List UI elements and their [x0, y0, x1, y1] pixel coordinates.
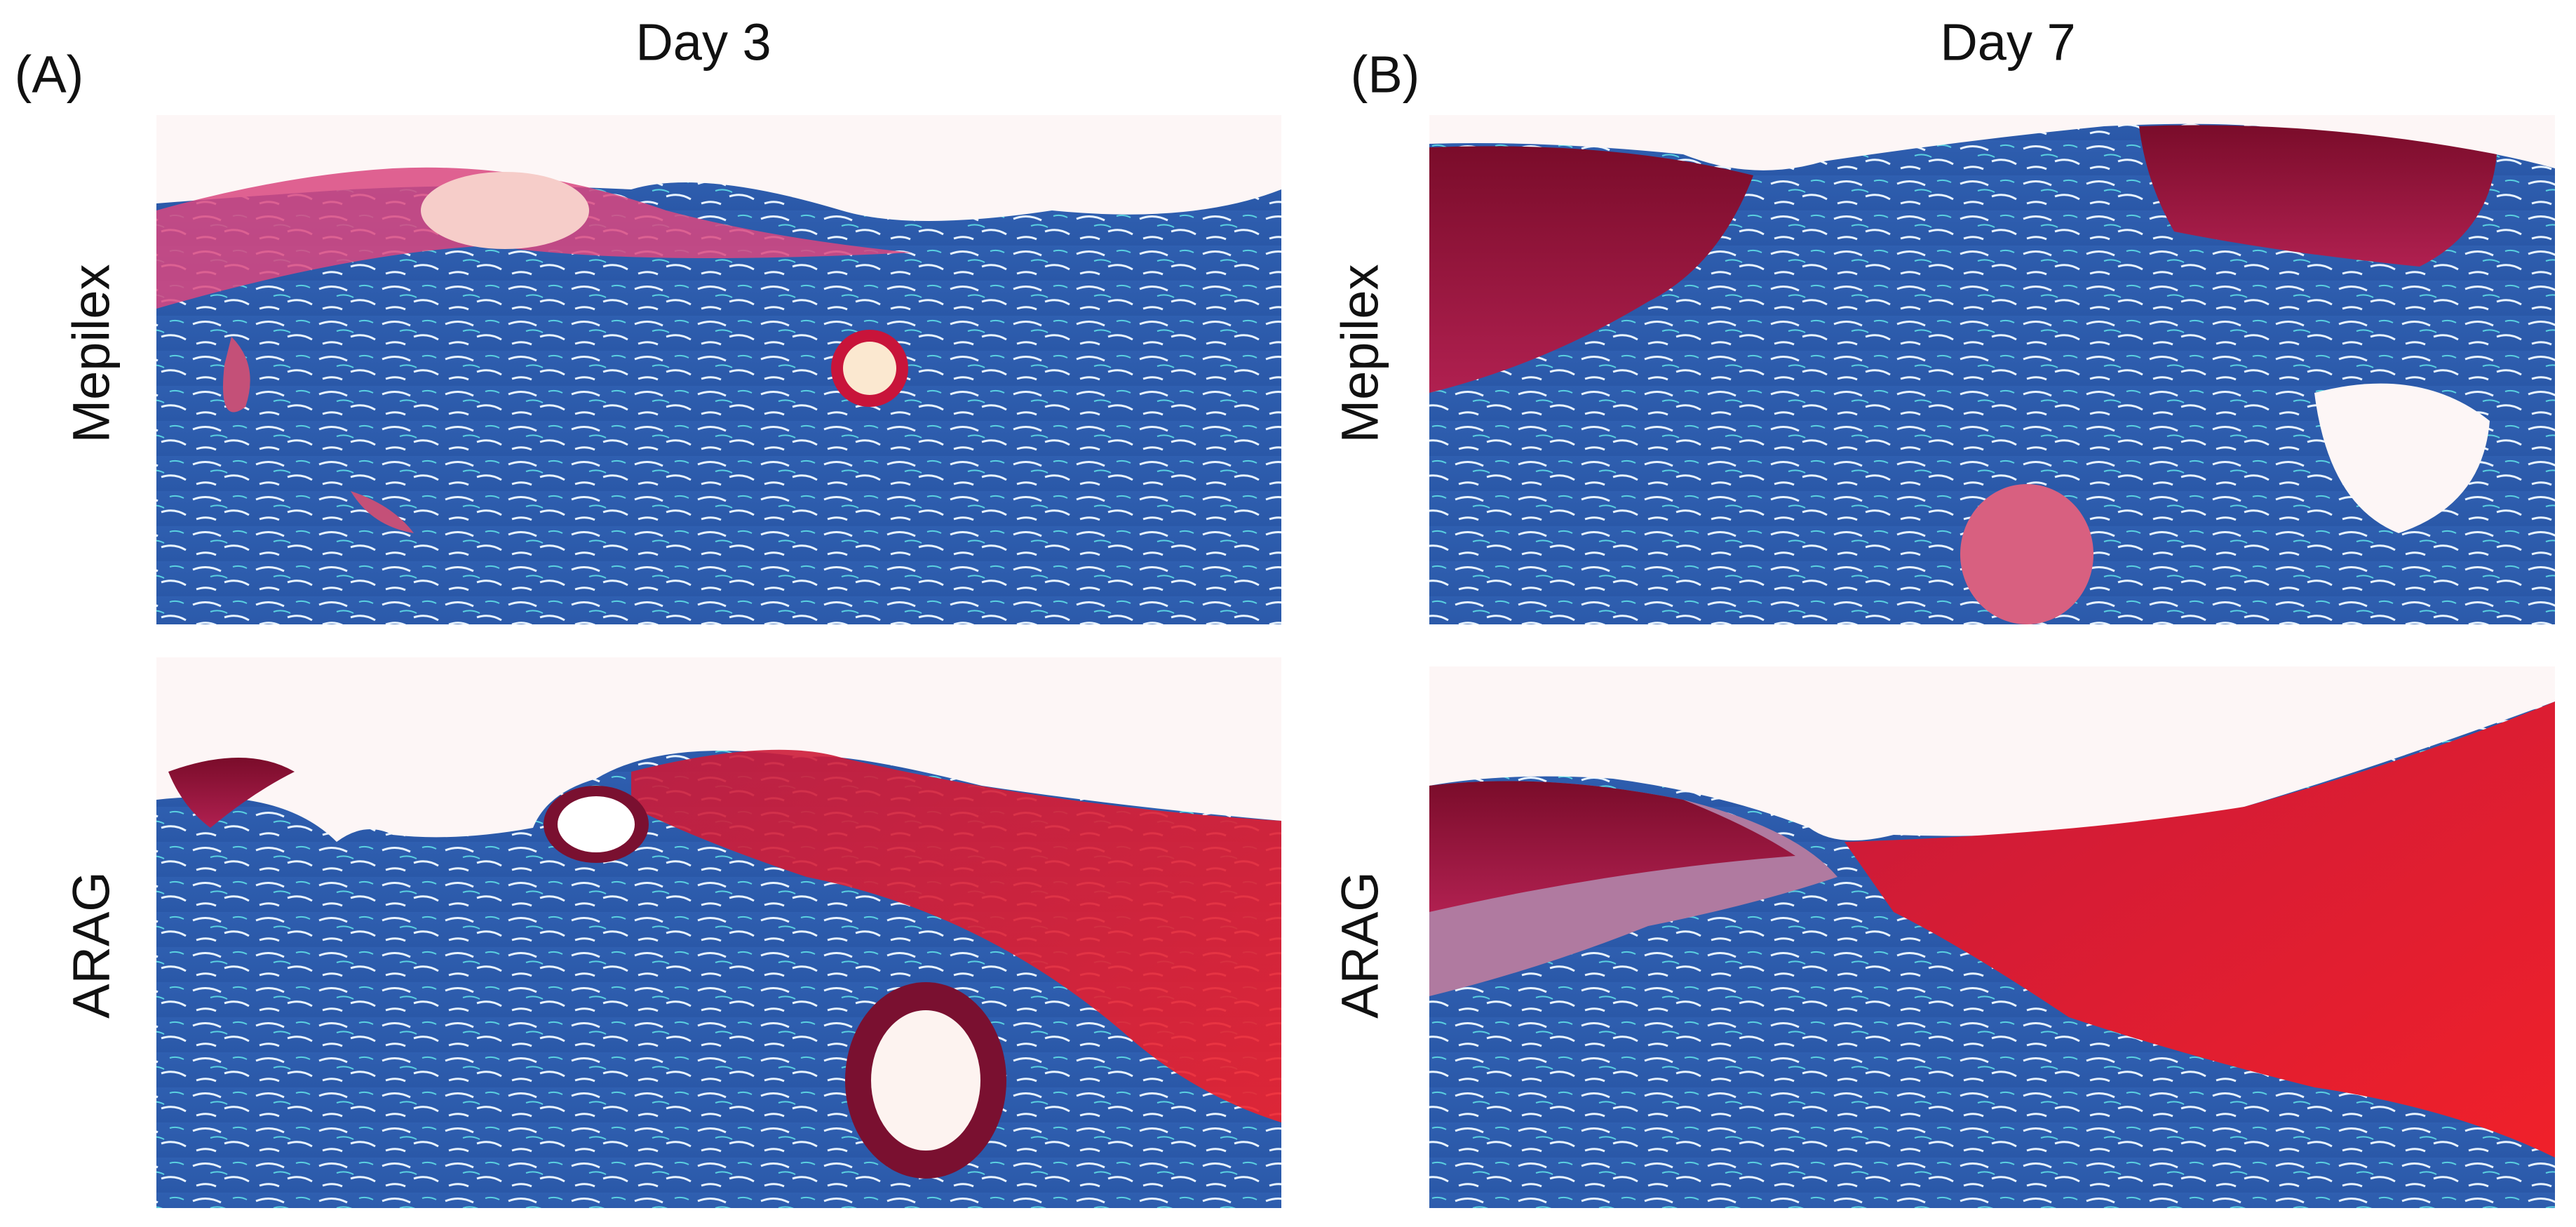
column-title: Day 7: [1940, 13, 2075, 72]
histology-image: [156, 115, 1281, 624]
histology-image: [1429, 666, 2555, 1208]
row-label: Mepilex: [1331, 264, 1389, 443]
column-title: Day 3: [635, 13, 771, 72]
row-label: Mepilex: [62, 264, 121, 443]
row-label: ARAG: [1331, 871, 1389, 1019]
histology-image: [156, 657, 1281, 1208]
row-label: ARAG: [62, 871, 121, 1019]
panel-label: (A): [15, 46, 84, 104]
histology-image: [1429, 115, 2555, 624]
panel-label: (B): [1351, 46, 1420, 104]
